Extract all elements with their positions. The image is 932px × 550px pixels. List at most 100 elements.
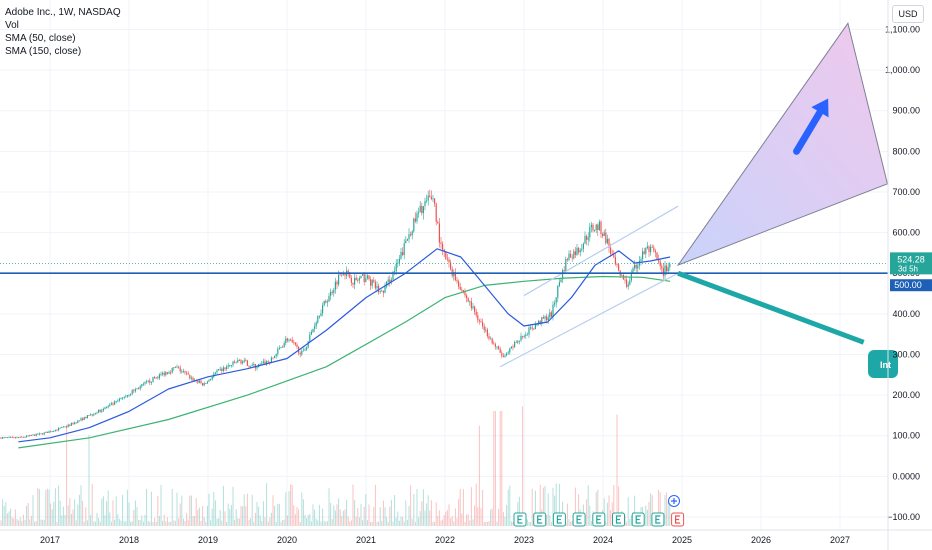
volume-bar bbox=[277, 504, 279, 526]
candle-body bbox=[374, 281, 376, 289]
price-tick-label: 900.00 bbox=[892, 106, 920, 116]
candle-body bbox=[152, 377, 154, 383]
candle-body bbox=[45, 431, 47, 433]
volume-bar bbox=[10, 508, 12, 526]
sma-50-legend[interactable]: SMA (50, close) bbox=[5, 33, 76, 44]
price-axis[interactable]: 1,100.00 1,000.00 900.00 800.00 700.00 600.00… bbox=[885, 0, 920, 550]
candle-body bbox=[555, 297, 557, 304]
candle-body bbox=[306, 347, 308, 350]
volume-bar bbox=[658, 489, 660, 526]
volume-legend[interactable]: Vol bbox=[5, 20, 19, 31]
candle-body bbox=[656, 252, 658, 260]
volume-bar bbox=[342, 510, 344, 526]
candle-body bbox=[291, 339, 293, 343]
currency-button[interactable]: USD bbox=[892, 5, 924, 23]
candle-body bbox=[272, 357, 274, 359]
volume-bar bbox=[168, 521, 170, 526]
volume-bar bbox=[488, 521, 490, 526]
candle-body bbox=[378, 285, 380, 293]
candle-body bbox=[522, 335, 524, 337]
volume-bar bbox=[446, 509, 448, 526]
callout-box bbox=[868, 350, 898, 378]
grid-lines bbox=[0, 0, 888, 530]
volume-bar bbox=[173, 520, 175, 526]
volume-bar bbox=[128, 502, 130, 526]
volume-bar bbox=[344, 509, 346, 526]
candle-body bbox=[144, 382, 146, 384]
volume-bar bbox=[88, 434, 90, 526]
time-axis[interactable]: 2017 2018 2019 2020 2021 2022 2023 2024 2025 2026… bbox=[0, 529, 932, 545]
volume-bar bbox=[118, 519, 120, 526]
earnings-badges[interactable] bbox=[513, 495, 685, 527]
candle-body bbox=[168, 372, 170, 374]
earnings-e-icon bbox=[655, 515, 661, 524]
volume-bar bbox=[307, 515, 309, 526]
volume-bar bbox=[43, 519, 45, 526]
candle-body bbox=[373, 280, 375, 282]
candle-body bbox=[490, 338, 492, 340]
volume-bar bbox=[214, 500, 216, 526]
volume-bar bbox=[125, 521, 127, 526]
candle-body bbox=[632, 268, 634, 273]
volume-bar bbox=[450, 518, 452, 526]
candle-body bbox=[485, 329, 487, 331]
candle-body bbox=[70, 423, 72, 426]
candle-body bbox=[120, 398, 122, 400]
candle-body bbox=[325, 300, 327, 303]
candle-body bbox=[582, 243, 584, 249]
candle-body bbox=[91, 414, 93, 416]
volume-bar bbox=[574, 487, 576, 526]
volume-bar bbox=[418, 517, 420, 526]
volume-bar bbox=[506, 505, 508, 526]
volume-bar bbox=[397, 511, 399, 526]
volume-bar bbox=[530, 521, 532, 526]
volume-bar bbox=[442, 519, 444, 526]
drawing-tools[interactable]: Int bbox=[0, 22, 898, 378]
candle-body bbox=[179, 367, 181, 372]
volume-bar bbox=[186, 513, 188, 526]
candle-body bbox=[259, 363, 261, 365]
volume-bar bbox=[347, 516, 349, 526]
candle-body bbox=[446, 258, 448, 260]
candle-body bbox=[464, 291, 466, 296]
volume-bar bbox=[507, 489, 509, 526]
candle-body bbox=[312, 328, 314, 332]
volume-bar bbox=[246, 493, 248, 526]
volume-bar bbox=[2, 499, 4, 526]
candle-body bbox=[189, 374, 191, 379]
candle-body bbox=[514, 342, 516, 348]
volume-bar bbox=[317, 520, 319, 526]
volume-bar bbox=[566, 503, 568, 526]
volume-bar bbox=[411, 518, 413, 526]
volume-bar bbox=[451, 516, 453, 526]
sma-150-legend[interactable]: SMA (150, close) bbox=[5, 46, 82, 57]
symbol-title[interactable]: Adobe Inc., 1W, NASDAQ bbox=[5, 7, 121, 18]
volume-bar bbox=[510, 521, 512, 526]
time-tick-label: 2023 bbox=[514, 535, 534, 545]
volume-bar bbox=[170, 521, 172, 526]
volume-bar bbox=[301, 492, 303, 526]
volume-bar bbox=[138, 520, 140, 526]
volume-bar bbox=[264, 517, 266, 526]
candle-body bbox=[67, 424, 69, 428]
volume-bar bbox=[374, 484, 376, 526]
volume-bar bbox=[475, 483, 477, 526]
candle-body bbox=[190, 377, 192, 379]
volume-bar bbox=[610, 510, 612, 526]
candle-body bbox=[406, 239, 408, 241]
volume-bar bbox=[379, 507, 381, 526]
volume-bar bbox=[280, 521, 282, 526]
candle-body bbox=[358, 278, 360, 281]
volume-bar bbox=[546, 514, 548, 526]
candle-body bbox=[392, 272, 394, 280]
candle-body bbox=[554, 303, 556, 305]
candle-body bbox=[456, 280, 458, 282]
volume-bar bbox=[485, 521, 487, 526]
volume-bar bbox=[174, 520, 176, 526]
candle-body bbox=[59, 427, 61, 429]
volume-bar bbox=[189, 495, 191, 526]
volume-bar bbox=[184, 520, 186, 526]
candle-body bbox=[214, 372, 216, 374]
